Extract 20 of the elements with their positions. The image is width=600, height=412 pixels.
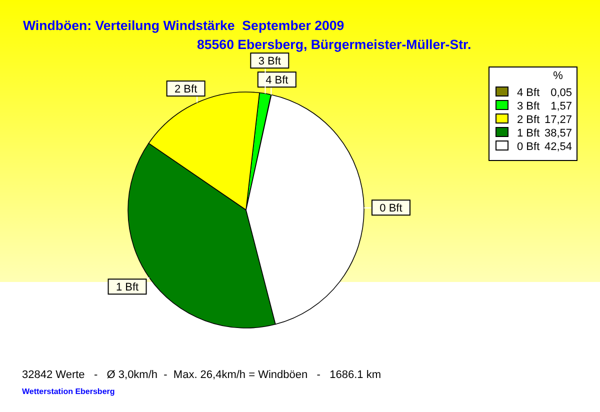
slice-label: 1 Bft <box>116 282 139 294</box>
text: 32842 Werte - Ø 3,0km/h - Max. 26,4km/h = Windböen - 1686.1 km <box>22 369 381 381</box>
legend-title: % <box>553 70 564 82</box>
slice-label: 4 Bft <box>266 74 288 87</box>
chart-title: Windböen: Verteilung Windstärke September 2009 <box>23 18 344 33</box>
slice-label: 3 Bft <box>258 56 281 68</box>
data-label: 1,57 <box>550 100 572 112</box>
legend-label: 3 Bft <box>517 100 540 112</box>
text: Wetterstation Ebersberg <box>22 387 115 396</box>
legend-label: 1 Bft <box>517 128 540 140</box>
chart-subtitle: 85560 Ebersberg, Bürgermeister-Müller-Str. <box>197 37 472 52</box>
legend-label: 2 Bft <box>517 114 540 126</box>
legend-label: 0 Bft <box>517 141 540 153</box>
legend-label: 4 Bft <box>517 87 540 99</box>
slice-label: 0 Bft <box>380 202 402 215</box>
data-label: 0,05 <box>550 87 572 99</box>
slice-label: 2 Bft <box>174 84 198 96</box>
data-label: 38,57 <box>544 128 572 140</box>
data-label: 17,27 <box>544 114 572 126</box>
data-label: 42,54 <box>544 141 572 153</box>
